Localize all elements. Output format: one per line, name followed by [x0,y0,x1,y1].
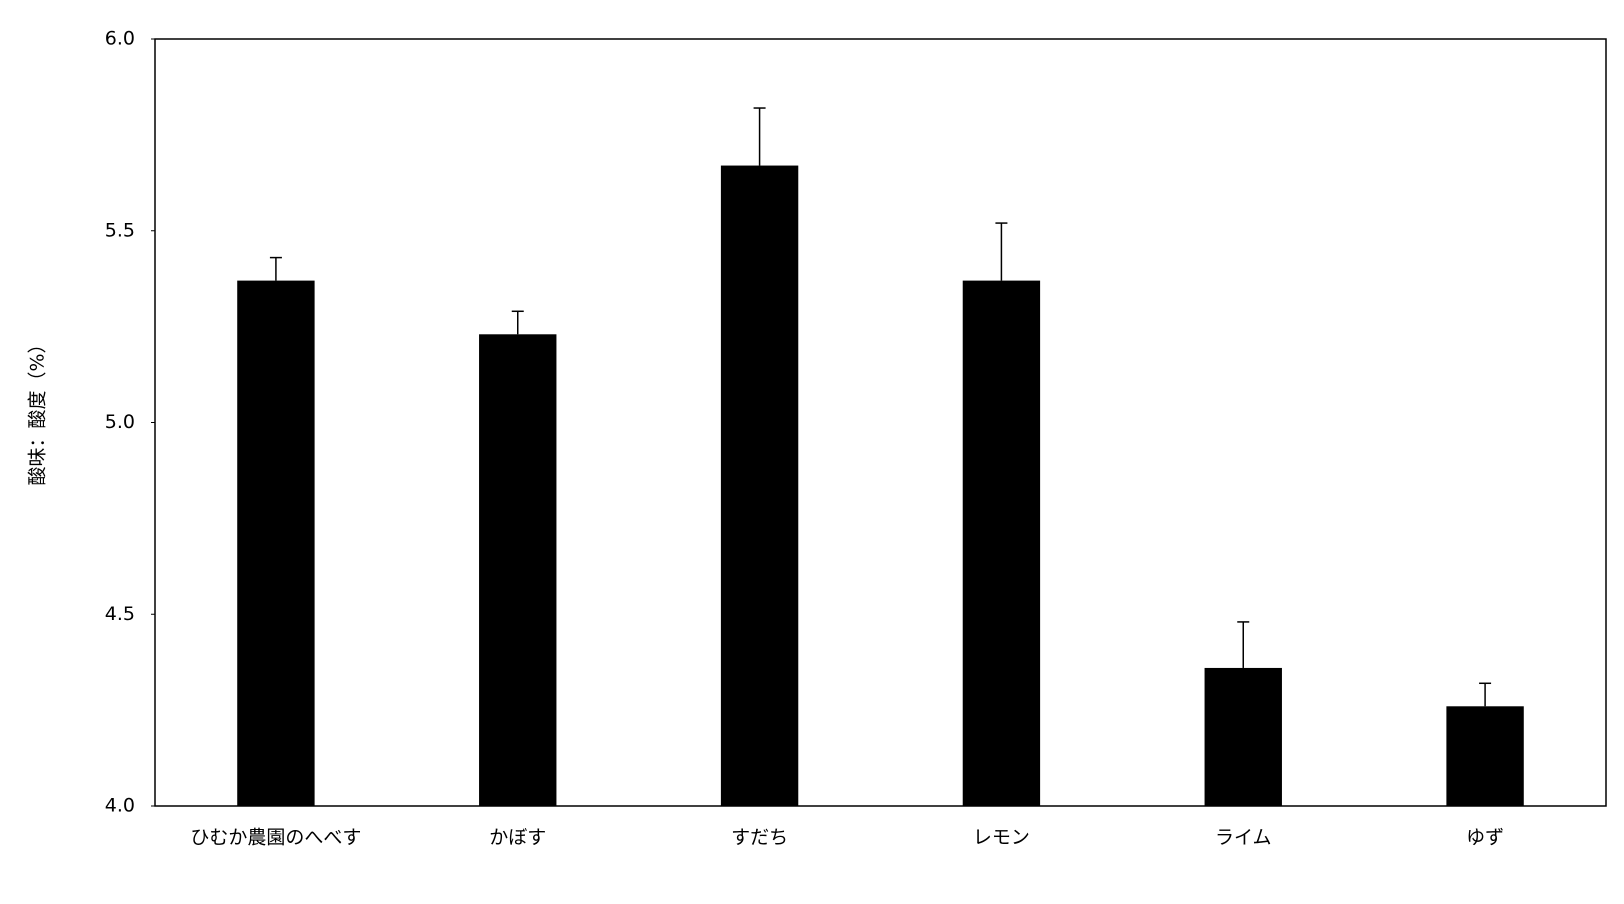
x-tick-label: かぼす [489,827,546,849]
x-tick-label: ゆず [1466,827,1504,849]
y-tick-label: 4.5 [105,603,135,625]
y-tick-label: 6.0 [105,28,135,50]
bar [1204,667,1282,806]
bar [962,280,1041,807]
bar [1446,706,1524,806]
x-tick-label: すだち [731,827,788,849]
plot-frame [154,38,1607,807]
y-tick-label: 5.0 [105,411,135,433]
x-tick-label: ライム [1215,827,1272,849]
y-tick-label: 5.5 [105,219,135,241]
y-tick-label: 4.0 [105,795,135,817]
bar [720,165,799,806]
x-tick-label: ひむか農園のへべす [190,827,361,849]
bar [237,280,315,807]
y-axis-label: 酸味：酸度（%） [27,334,49,485]
x-tick-label: レモン [973,827,1030,849]
bar [479,334,557,806]
